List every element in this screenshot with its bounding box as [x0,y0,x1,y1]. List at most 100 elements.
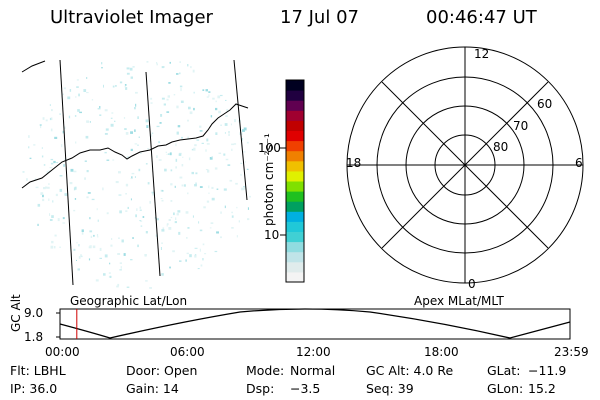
speckle [149,200,151,204]
speckle [220,94,223,97]
colorbar-cell [286,80,304,91]
speckle [236,206,238,209]
speckle [70,168,74,172]
speckle [238,220,240,223]
speckle [132,66,135,68]
speckle [84,160,87,162]
speckle [166,223,169,226]
speckle [220,211,222,214]
colorbar-cell [286,170,304,182]
mlat-label-80: 80 [493,140,509,154]
speckle [110,244,113,247]
speckle [118,171,121,174]
speckle [37,223,39,226]
speckle [73,187,76,191]
speckle [48,183,50,185]
speckle [158,159,162,161]
speckle [115,85,117,87]
speckle [69,182,73,185]
speckle [112,85,115,88]
speckle [79,111,82,114]
speckle [223,188,227,191]
speckle [91,198,95,201]
speckle [111,238,113,240]
speckle [170,183,173,186]
speckle [205,89,208,92]
speckle [125,193,127,195]
speckle [45,119,48,122]
time-tick-1200: 12:00 [296,345,331,359]
speckle [89,230,93,233]
speckle [49,167,53,169]
speckle [191,148,194,151]
altitude-tick-9: 9.0 [24,306,44,320]
speckle [247,207,249,210]
speckle [224,123,228,126]
speckle [216,231,219,234]
speckle [229,179,233,182]
speckle [187,227,190,229]
colorbar [280,79,305,283]
speckle [62,130,64,134]
speckle [224,132,226,134]
speckle [140,225,143,227]
speckle [88,246,92,249]
speckle [243,127,247,131]
speckle [108,272,111,274]
speckle [168,219,171,221]
speckle [39,124,42,126]
speckle [200,264,203,267]
speckle [134,107,136,110]
speckle [179,176,183,179]
speckle [50,128,53,132]
speckle [172,250,175,253]
speckle [68,115,71,119]
dsp-value: −3.5 [290,381,321,396]
map-panel-label: Geographic Lat/Lon [70,294,188,308]
speckle [145,231,148,234]
speckle [102,187,104,191]
speckle [150,134,153,137]
speckle [225,115,228,117]
speckle [49,117,52,121]
speckle [185,211,189,214]
speckle [139,209,142,211]
speckle [161,190,164,192]
speckle [216,188,219,190]
limb-curve [21,60,46,73]
speckle [161,242,163,244]
speckle [187,136,189,140]
speckle [189,111,193,115]
speckle [76,86,79,88]
polar-panel-label: Apex MLat/MLT [414,294,504,308]
speckle [74,115,77,117]
speckle [77,109,80,112]
altitude-tick-1-8: 1.8 [24,330,44,344]
speckle [119,210,122,214]
speckle [165,151,167,153]
speckle [138,168,141,172]
speckle [159,122,162,124]
speckle [198,221,200,224]
speckle [193,91,195,94]
time-label: 00:46:47 UT [426,7,537,28]
colorbar-cell [286,211,304,222]
speckle [210,115,213,118]
speckle [126,72,130,75]
speckle [75,141,77,144]
speckle [178,153,182,156]
speckle [90,235,93,238]
speckle [208,185,210,189]
speckle [176,105,179,109]
speckle [211,197,215,201]
speckle [97,236,99,238]
speckle [49,104,51,106]
speckle [50,117,53,121]
speckle [199,186,203,188]
mlat-label-70: 70 [513,119,529,133]
mlat-label-60: 60 [537,97,553,111]
speckle [134,129,136,132]
mode-value: Normal [290,363,336,378]
speckle [42,198,45,202]
auroral-speckles [22,61,251,289]
